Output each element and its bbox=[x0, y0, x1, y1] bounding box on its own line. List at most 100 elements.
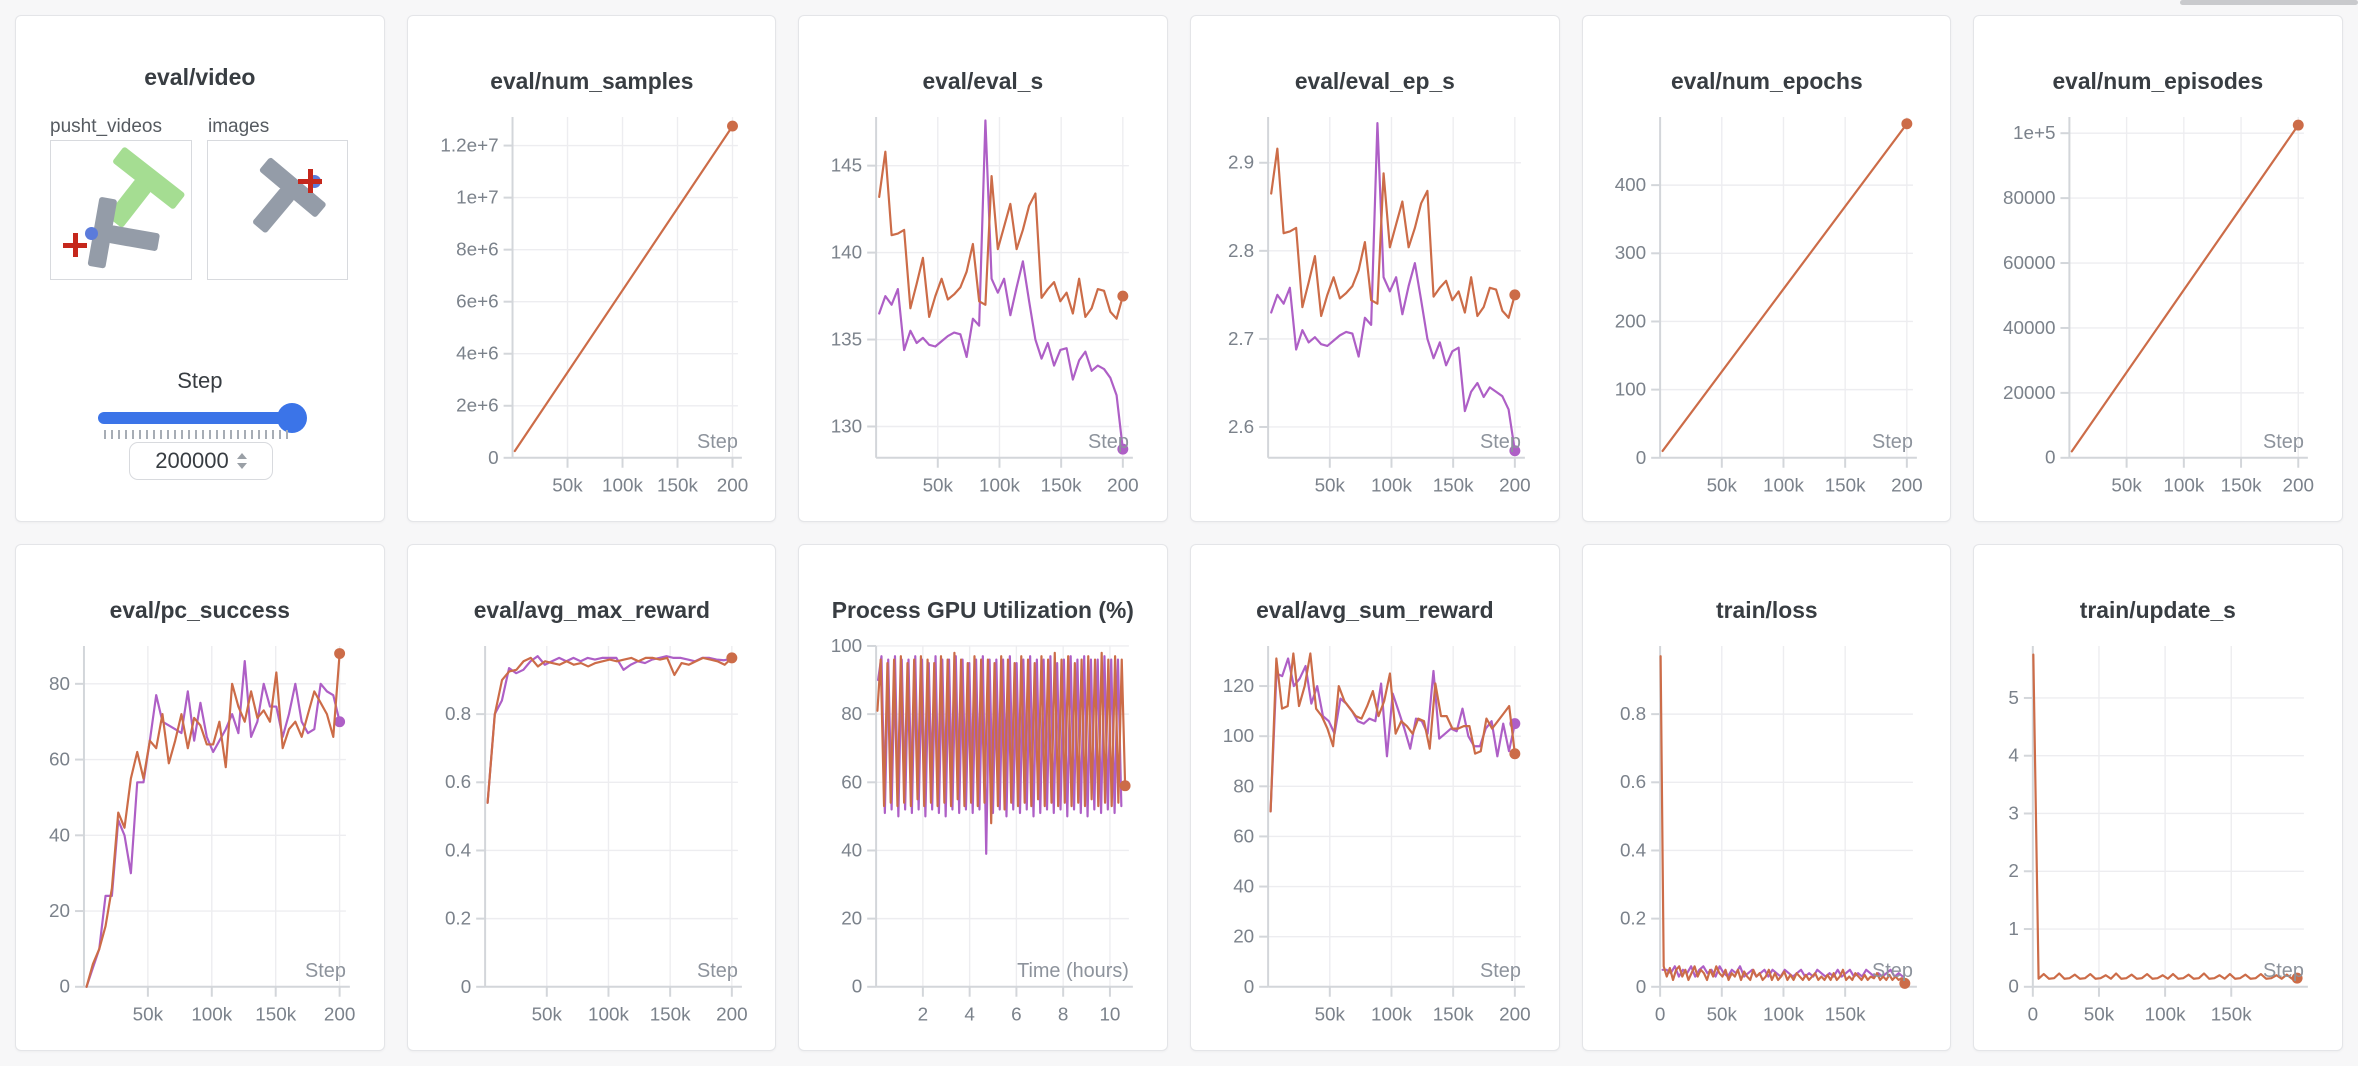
x-axis-label: Step bbox=[2263, 431, 2304, 453]
series-line-orange bbox=[1270, 147, 1516, 319]
series-end-dot-orange bbox=[1509, 289, 1521, 301]
y-tick-label: 40 bbox=[49, 825, 70, 846]
chart-title: eval/avg_max_reward bbox=[473, 597, 709, 623]
media-label-pusht-videos: pusht_videos bbox=[50, 116, 162, 137]
x-tick-label: 150k bbox=[1433, 476, 1474, 497]
x-tick-label: 50k bbox=[552, 476, 583, 497]
series-end-dot-purple bbox=[334, 716, 346, 728]
x-axis-label: Step bbox=[1872, 960, 1913, 982]
y-tick-label: 20 bbox=[842, 909, 863, 930]
chart-plot-eval-pc-success[interactable]: eval/pc_success 0 20 40 60 80 50k 100k 150k 200 St… bbox=[16, 545, 384, 1050]
chart-panel-train-update-s: train/update_s 0 1 2 3 4 5 0 50k 100k 150k Step bbox=[1973, 544, 2343, 1051]
chart-plot-eval-num-episodes[interactable]: eval/num_episodes 0 20000 40000 60000 80000 1e… bbox=[1974, 16, 2342, 521]
chart-panel-eval-num-episodes: eval/num_episodes 0 20000 40000 60000 80000 1e… bbox=[1973, 15, 2343, 522]
x-tick-label: 10 bbox=[1100, 1005, 1121, 1026]
x-tick-label: 200 bbox=[716, 476, 748, 497]
y-tick-label: 1.2e+7 bbox=[440, 136, 498, 157]
x-tick-label: 50k bbox=[2084, 1005, 2115, 1026]
y-tick-label: 8e+6 bbox=[456, 240, 499, 261]
chart-plot-eval-avg-max-reward[interactable]: eval/avg_max_reward 0 0.2 0.4 0.6 0.8 50k 100k 1… bbox=[408, 545, 776, 1050]
x-tick-label: 150k bbox=[1041, 476, 1082, 497]
series-line-orange bbox=[2032, 653, 2299, 980]
y-tick-label: 100 bbox=[1223, 726, 1255, 747]
y-tick-label: 80000 bbox=[2003, 188, 2055, 209]
series-end-dot-orange bbox=[2293, 119, 2305, 131]
chart-plot-eval-num-samples[interactable]: eval/num_samples 0 2e+6 4e+6 6e+6 8e+6 1e+7 1.2… bbox=[408, 16, 776, 521]
x-tick-label: 8 bbox=[1058, 1005, 1069, 1026]
y-tick-label: 20000 bbox=[2003, 383, 2055, 404]
x-tick-label: 150k bbox=[649, 1005, 690, 1026]
y-tick-label: 1e+5 bbox=[2013, 123, 2056, 144]
chart-title: Process GPU Utilization (%) bbox=[832, 597, 1134, 623]
step-slider-handle[interactable] bbox=[276, 403, 307, 433]
series-line-orange bbox=[85, 652, 341, 988]
x-axis-label: Step bbox=[2263, 960, 2304, 982]
x-tick-label: 100k bbox=[602, 476, 643, 497]
x-axis-label: Step bbox=[1480, 431, 1521, 453]
series-end-dot-orange bbox=[1119, 780, 1131, 792]
y-tick-label: 300 bbox=[1614, 243, 1646, 264]
chart-panel-eval-num-epochs: eval/num_epochs 0 100 200 300 400 50k 100k 150k 2… bbox=[1581, 15, 1952, 522]
y-tick-label: 0.2 bbox=[1620, 909, 1646, 930]
y-tick-label: 6e+6 bbox=[456, 292, 499, 313]
stepper bbox=[236, 453, 247, 469]
x-tick-label: 100k bbox=[979, 476, 1020, 497]
step-slider-track[interactable] bbox=[98, 412, 304, 424]
chart-panel-eval-pc-success: eval/pc_success 0 20 40 60 80 50k 100k 150k 200 St… bbox=[15, 544, 385, 1051]
y-tick-label: 60 bbox=[1233, 826, 1254, 847]
x-tick-label: 150k bbox=[1433, 1005, 1474, 1026]
y-tick-label: 20 bbox=[49, 901, 70, 922]
y-tick-label: 1 bbox=[2009, 919, 2020, 940]
y-tick-label: 1e+7 bbox=[456, 188, 499, 209]
x-axis-label: Step bbox=[1088, 431, 1129, 453]
x-tick-label: 50k bbox=[1315, 1005, 1346, 1026]
chart-plot-train-loss[interactable]: train/loss 0 0.2 0.4 0.6 0.8 0 50k 100k 150k Step bbox=[1583, 545, 1951, 1050]
y-tick-label: 40000 bbox=[2003, 318, 2055, 339]
chart-plot-process-gpu-utilization[interactable]: Process GPU Utilization (%) 0 20 40 60 80 100 2… bbox=[799, 545, 1167, 1050]
chart-plot-eval-eval-ep-s[interactable]: eval/eval_ep_s 2.6 2.7 2.8 2.9 50k 100k 150k 200… bbox=[1191, 16, 1559, 521]
x-axis-label: Step bbox=[697, 960, 738, 982]
pusht-video-thumbnail[interactable] bbox=[50, 140, 192, 280]
y-tick-label: 0 bbox=[60, 977, 71, 998]
x-tick-label: 50k bbox=[1706, 1005, 1737, 1026]
chart-panel-eval-eval-s: eval/eval_s 130 135 140 145 50k 100k 150k 200 Ste… bbox=[798, 15, 1168, 522]
series-line-orange bbox=[513, 125, 734, 453]
x-tick-label: 50k bbox=[1706, 476, 1737, 497]
stepper-up-button[interactable] bbox=[236, 453, 247, 459]
chart-plot-train-update-s[interactable]: train/update_s 0 1 2 3 4 5 0 50k 100k 150k Step bbox=[1974, 545, 2342, 1050]
x-tick-label: 200 bbox=[1891, 476, 1923, 497]
series-end-dot-purple bbox=[1509, 445, 1521, 457]
chart-title: train/loss bbox=[1716, 597, 1818, 623]
images-thumbnail[interactable] bbox=[207, 140, 348, 280]
chart-plot-eval-avg-sum-reward[interactable]: eval/avg_sum_reward 0 20 40 60 80 100 120 50k 100… bbox=[1191, 545, 1559, 1050]
chart-title: eval/eval_ep_s bbox=[1295, 68, 1455, 94]
horizontal-scrollbar[interactable] bbox=[2180, 0, 2358, 5]
series-end-dot-orange bbox=[1899, 977, 1910, 989]
series-line-orange bbox=[1659, 655, 1906, 985]
x-tick-label: 50k bbox=[133, 1005, 164, 1026]
x-tick-label: 200 bbox=[1107, 476, 1139, 497]
y-tick-label: 0.8 bbox=[1620, 704, 1646, 725]
x-tick-label: 200 bbox=[1499, 1005, 1531, 1026]
chart-plot-eval-num-epochs[interactable]: eval/num_epochs 0 100 200 300 400 50k 100k 150k 2… bbox=[1583, 16, 1951, 521]
y-tick-label: 140 bbox=[831, 243, 863, 264]
x-tick-label: 50k bbox=[1315, 476, 1346, 497]
x-tick-label: 100k bbox=[1371, 1005, 1412, 1026]
series-line-orange bbox=[876, 651, 1127, 825]
chart-title: eval/avg_sum_reward bbox=[1256, 597, 1493, 623]
step-slider-label: Step bbox=[177, 368, 223, 393]
x-axis-label: Step bbox=[1872, 431, 1913, 453]
y-tick-label: 3 bbox=[2009, 803, 2020, 824]
y-tick-label: 2.8 bbox=[1228, 241, 1254, 262]
x-tick-label: 100k bbox=[191, 1005, 232, 1026]
chart-plot-eval-eval-s[interactable]: eval/eval_s 130 135 140 145 50k 100k 150k 200 Ste… bbox=[799, 16, 1167, 521]
panel-eval-video: eval/video pusht_videos images Step bbox=[15, 15, 385, 522]
step-value[interactable]: 200000 bbox=[155, 448, 229, 473]
x-tick-label: 150k bbox=[1824, 1005, 1865, 1026]
x-tick-label: 100k bbox=[1763, 476, 1804, 497]
y-tick-label: 40 bbox=[842, 840, 863, 861]
stepper-down-button[interactable] bbox=[236, 463, 247, 469]
step-number-input[interactable]: 200000 bbox=[129, 442, 273, 480]
media-label-images: images bbox=[208, 116, 270, 137]
y-tick-label: 2.9 bbox=[1228, 153, 1254, 174]
